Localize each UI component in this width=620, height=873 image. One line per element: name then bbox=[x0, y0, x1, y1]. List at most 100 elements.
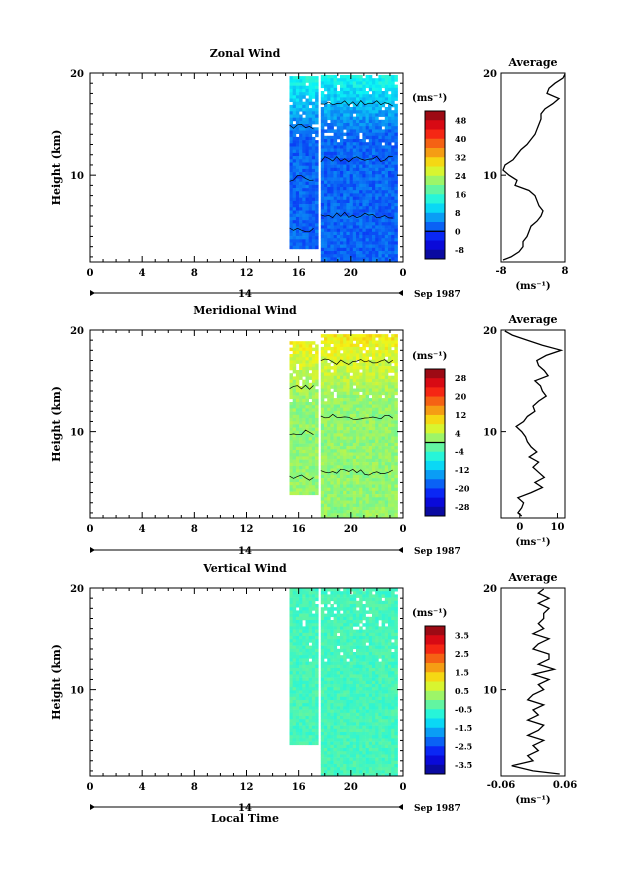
heatmap-cell bbox=[333, 732, 338, 736]
heatmap-cell bbox=[394, 430, 398, 434]
heatmap-cell bbox=[346, 446, 350, 450]
heatmap-cell bbox=[372, 94, 376, 98]
heatmap-cell bbox=[311, 466, 316, 470]
heatmap-cell bbox=[365, 132, 370, 137]
heatmap-cell bbox=[356, 334, 360, 338]
heatmap-cell bbox=[368, 241, 373, 245]
heatmap-cell bbox=[305, 85, 309, 90]
heatmap-cell bbox=[372, 430, 376, 434]
heatmap-cell bbox=[368, 222, 373, 226]
heatmap-cell bbox=[362, 407, 366, 412]
heatmap-cell bbox=[320, 167, 325, 172]
heatmap-cell bbox=[324, 613, 328, 618]
heatmap-cell bbox=[391, 87, 395, 92]
heatmap-cell bbox=[375, 103, 379, 108]
heatmap-cell bbox=[336, 648, 341, 653]
heatmap-cell bbox=[388, 135, 392, 140]
heatmap-cell bbox=[362, 458, 366, 463]
heatmap-cell bbox=[384, 497, 389, 501]
heatmap-cell bbox=[289, 741, 293, 746]
heatmap-cell bbox=[349, 241, 354, 245]
heatmap-cell bbox=[362, 126, 366, 130]
heatmap-cell bbox=[315, 392, 319, 396]
heatmap-cell bbox=[305, 738, 309, 742]
heatmap-cell bbox=[311, 719, 316, 723]
heatmap-cell bbox=[391, 167, 395, 172]
heatmap-cell bbox=[365, 94, 370, 98]
heatmap-cell bbox=[324, 770, 328, 774]
heatmap-cell bbox=[340, 513, 344, 517]
heatmap-cell bbox=[356, 171, 360, 175]
heatmap-cell bbox=[359, 500, 363, 504]
heatmap-cell bbox=[368, 506, 373, 511]
heatmap-cell bbox=[311, 728, 316, 733]
heatmap-cell bbox=[302, 341, 306, 345]
heatmap-cell bbox=[362, 241, 366, 245]
heatmap-cell bbox=[289, 610, 293, 614]
heatmap-cell bbox=[295, 92, 300, 96]
heatmap-cell bbox=[343, 668, 347, 672]
heatmap-cell bbox=[394, 340, 398, 344]
heatmap-cell bbox=[311, 462, 316, 467]
heatmap-cell bbox=[365, 215, 370, 220]
heatmap-cell bbox=[375, 238, 379, 242]
heatmap-cell bbox=[394, 174, 398, 178]
heatmap-cell bbox=[343, 636, 347, 640]
heatmap-cell bbox=[311, 386, 316, 390]
heatmap-cell bbox=[308, 357, 313, 361]
heatmap-cell bbox=[289, 632, 293, 637]
heatmap-cell bbox=[375, 222, 379, 226]
heatmap-cell bbox=[299, 117, 303, 122]
heatmap-cell bbox=[352, 346, 357, 351]
heatmap-cell bbox=[330, 732, 334, 736]
heatmap-cell bbox=[359, 446, 363, 450]
heatmap-cell bbox=[320, 449, 325, 453]
heatmap-cell bbox=[346, 639, 350, 643]
heatmap-cell bbox=[327, 446, 331, 450]
heatmap-cell bbox=[356, 164, 360, 169]
heatmap-cell bbox=[384, 91, 389, 95]
heatmap-cell bbox=[295, 728, 300, 733]
heatmap-cell bbox=[308, 88, 313, 93]
heatmap-cell bbox=[320, 401, 325, 405]
heatmap-cell bbox=[394, 212, 398, 217]
heatmap-cell bbox=[349, 385, 354, 389]
heatmap-cell bbox=[349, 613, 354, 618]
heatmap-cell bbox=[292, 188, 297, 192]
heatmap-cell bbox=[384, 244, 389, 249]
heatmap-cell bbox=[359, 116, 363, 121]
heatmap-cell bbox=[340, 738, 344, 742]
heatmap-cell bbox=[320, 503, 325, 508]
heatmap-cell bbox=[352, 423, 357, 428]
heatmap-cell bbox=[302, 604, 306, 608]
heatmap-cell bbox=[346, 741, 350, 746]
heatmap-cell bbox=[343, 700, 347, 704]
heatmap-cell bbox=[292, 607, 297, 611]
heatmap-cell bbox=[333, 516, 338, 518]
heatmap-cell bbox=[359, 490, 363, 495]
heatmap-cell bbox=[289, 232, 293, 237]
heatmap-cell bbox=[349, 337, 354, 341]
heatmap-cell bbox=[330, 439, 334, 444]
heatmap-cell bbox=[330, 455, 334, 460]
heatmap-cell bbox=[375, 161, 379, 165]
heatmap-cell bbox=[381, 359, 386, 364]
heatmap-cell bbox=[384, 251, 389, 255]
heatmap-cell bbox=[289, 696, 293, 701]
heatmap-cell bbox=[384, 219, 389, 223]
heatmap-cell bbox=[320, 680, 325, 685]
heatmap-cell bbox=[327, 81, 331, 85]
heatmap-cell bbox=[365, 119, 370, 124]
heatmap-cell bbox=[327, 158, 331, 162]
heatmap-cell bbox=[365, 337, 370, 341]
heatmap-cell bbox=[384, 471, 389, 476]
heatmap-cell bbox=[346, 135, 350, 140]
heatmap-cell bbox=[302, 591, 306, 595]
heatmap-cell bbox=[333, 712, 338, 717]
heatmap-cell bbox=[315, 652, 319, 656]
heatmap-cell bbox=[292, 395, 297, 400]
contour-line bbox=[320, 211, 393, 219]
heatmap-cell bbox=[362, 247, 366, 252]
heatmap-cell bbox=[365, 433, 370, 437]
heatmap-cell bbox=[305, 424, 309, 428]
